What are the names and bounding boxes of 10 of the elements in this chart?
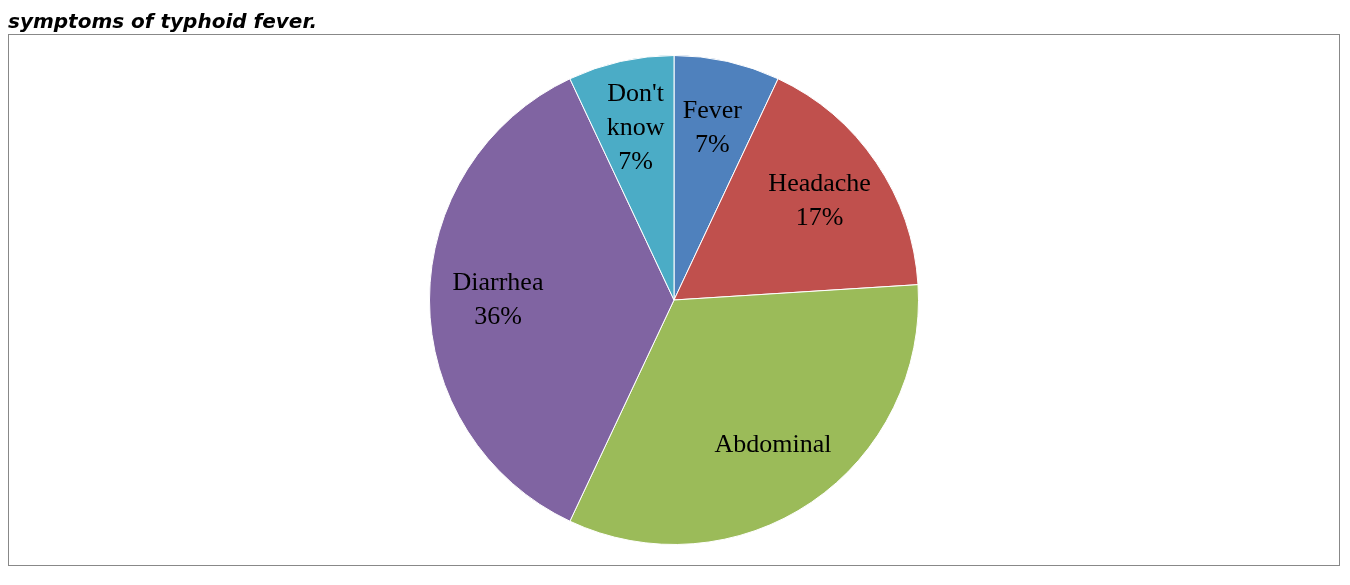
- data-label: 7%: [695, 129, 730, 159]
- text: symptoms of typhoid fever.: [8, 8, 318, 34]
- slice-label: Don't know: [606, 78, 665, 142]
- slice-label: Headache: [768, 167, 871, 197]
- data-label: 17%: [795, 201, 844, 231]
- slice-label: Abdominal: [714, 429, 832, 459]
- slice-label: Fever: [682, 95, 743, 125]
- data-label: 36%: [474, 300, 522, 330]
- data-label: 7%: [618, 146, 653, 176]
- slice-label: Diarrhea: [452, 266, 544, 296]
